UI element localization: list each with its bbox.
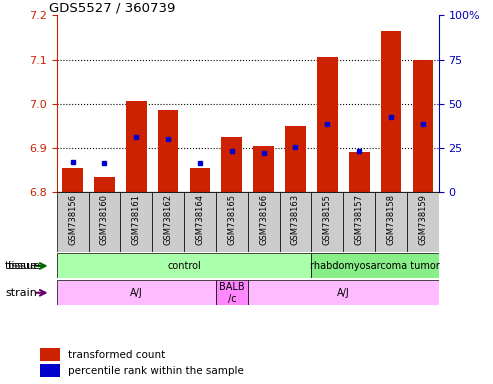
Text: A/J: A/J bbox=[337, 288, 350, 298]
Bar bbox=[216, 192, 247, 252]
Text: strain: strain bbox=[5, 288, 37, 298]
Bar bbox=[40, 348, 60, 361]
Text: rhabdomyosarcoma tumor: rhabdomyosarcoma tumor bbox=[310, 261, 440, 271]
Bar bbox=[221, 137, 242, 192]
Text: GSM738163: GSM738163 bbox=[291, 194, 300, 245]
Bar bbox=[285, 126, 306, 192]
Text: tissue: tissue bbox=[5, 261, 38, 271]
Bar bbox=[375, 192, 407, 252]
Text: GSM738165: GSM738165 bbox=[227, 194, 236, 245]
Bar bbox=[317, 57, 338, 192]
Bar bbox=[94, 177, 115, 192]
Bar bbox=[184, 192, 216, 252]
Bar bbox=[343, 192, 375, 252]
Bar bbox=[247, 280, 439, 305]
Bar bbox=[253, 146, 274, 192]
Text: GDS5527 / 360739: GDS5527 / 360739 bbox=[49, 1, 176, 14]
Bar bbox=[62, 168, 83, 192]
Text: GSM738159: GSM738159 bbox=[419, 194, 427, 245]
Text: tissue: tissue bbox=[7, 261, 40, 271]
Bar bbox=[190, 168, 211, 192]
Text: percentile rank within the sample: percentile rank within the sample bbox=[68, 366, 244, 376]
Bar bbox=[126, 101, 146, 192]
Bar bbox=[247, 192, 280, 252]
Text: GSM738155: GSM738155 bbox=[323, 194, 332, 245]
Bar bbox=[152, 192, 184, 252]
Bar bbox=[312, 192, 343, 252]
Bar bbox=[57, 253, 312, 278]
Text: GSM738166: GSM738166 bbox=[259, 194, 268, 245]
Bar bbox=[57, 192, 89, 252]
Text: GSM738164: GSM738164 bbox=[195, 194, 205, 245]
Bar bbox=[349, 152, 370, 192]
Bar bbox=[57, 280, 216, 305]
Text: transformed count: transformed count bbox=[68, 349, 165, 359]
Text: GSM738156: GSM738156 bbox=[68, 194, 77, 245]
Text: GSM738157: GSM738157 bbox=[354, 194, 364, 245]
Text: BALB
/c: BALB /c bbox=[219, 282, 245, 304]
Bar bbox=[413, 60, 433, 192]
Bar bbox=[158, 110, 178, 192]
Text: control: control bbox=[167, 261, 201, 271]
Bar bbox=[407, 192, 439, 252]
Text: GSM738158: GSM738158 bbox=[387, 194, 395, 245]
Text: GSM738160: GSM738160 bbox=[100, 194, 109, 245]
Bar bbox=[381, 31, 401, 192]
Bar bbox=[312, 253, 439, 278]
Bar bbox=[216, 280, 247, 305]
Text: GSM738162: GSM738162 bbox=[164, 194, 173, 245]
Bar bbox=[89, 192, 120, 252]
Bar bbox=[280, 192, 312, 252]
Text: A/J: A/J bbox=[130, 288, 142, 298]
Bar bbox=[120, 192, 152, 252]
Bar bbox=[40, 364, 60, 377]
Text: GSM738161: GSM738161 bbox=[132, 194, 141, 245]
